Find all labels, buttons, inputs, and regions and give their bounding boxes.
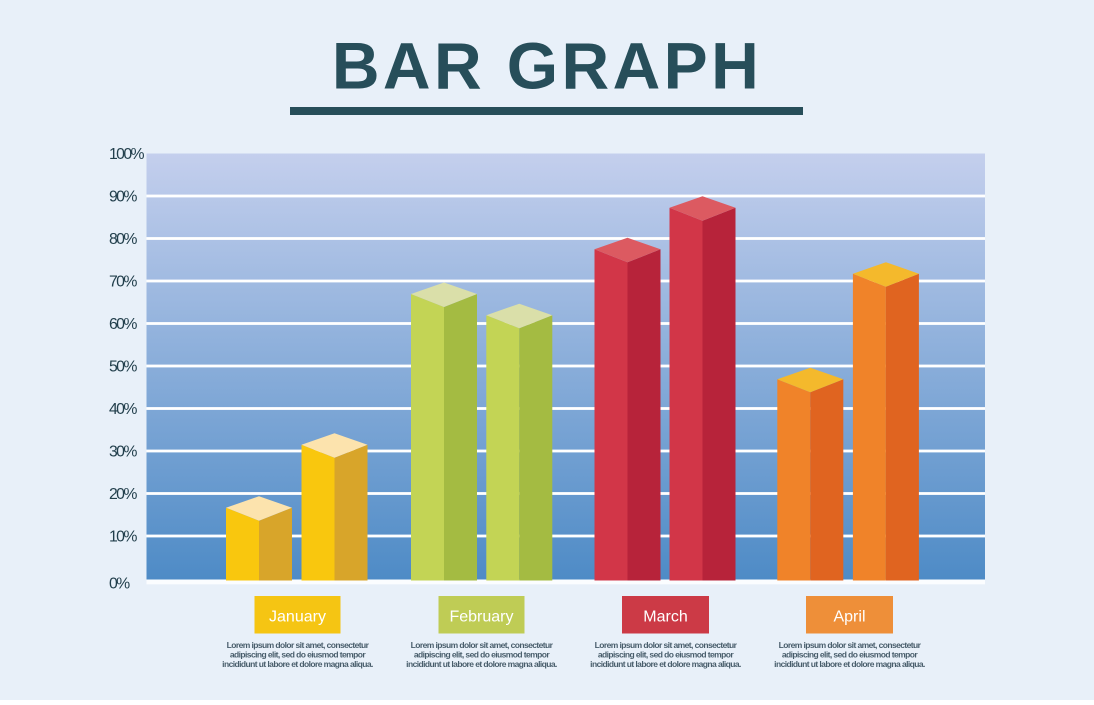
- svg-text:40%: 40%: [109, 401, 137, 418]
- svg-text:80%: 80%: [109, 231, 137, 248]
- svg-text:10%: 10%: [109, 529, 137, 546]
- svg-text:30%: 30%: [109, 444, 137, 461]
- svg-text:0%: 0%: [109, 576, 130, 593]
- svg-text:Lorem ipsum dolor sit amet, co: Lorem ipsum dolor sit amet, consectetur: [595, 640, 738, 650]
- svg-text:incididunt ut labore et dolore: incididunt ut labore et dolore magna ali…: [590, 659, 741, 669]
- svg-text:incididunt ut labore et dolore: incididunt ut labore et dolore magna ali…: [406, 659, 557, 669]
- svg-text:incididunt ut labore et dolore: incididunt ut labore et dolore magna ali…: [222, 659, 373, 669]
- svg-text:70%: 70%: [109, 274, 137, 291]
- svg-text:Lorem ipsum dolor sit amet, co: Lorem ipsum dolor sit amet, consectetur: [779, 640, 922, 650]
- svg-text:50%: 50%: [109, 359, 137, 376]
- svg-text:April: April: [833, 609, 865, 626]
- svg-text:Lorem ipsum dolor sit amet, co: Lorem ipsum dolor sit amet, consectetur: [411, 640, 554, 650]
- svg-text:incididunt ut labore et dolore: incididunt ut labore et dolore magna ali…: [774, 659, 925, 669]
- svg-text:100%: 100%: [109, 146, 145, 163]
- svg-text:adipiscing elit, sed do eiusmo: adipiscing elit, sed do eiusmod tempor: [414, 650, 551, 660]
- svg-text:90%: 90%: [109, 189, 137, 206]
- svg-text:January: January: [269, 609, 326, 626]
- svg-text:Lorem ipsum dolor sit amet, co: Lorem ipsum dolor sit amet, consectetur: [227, 640, 370, 650]
- svg-text:BAR GRAPH: BAR GRAPH: [332, 29, 762, 103]
- svg-text:60%: 60%: [109, 316, 137, 333]
- svg-text:adipiscing elit, sed do eiusmo: adipiscing elit, sed do eiusmod tempor: [598, 650, 735, 660]
- svg-text:20%: 20%: [109, 486, 137, 503]
- svg-text:adipiscing elit, sed do eiusmo: adipiscing elit, sed do eiusmod tempor: [230, 650, 367, 660]
- svg-text:March: March: [643, 609, 687, 626]
- svg-text:adipiscing elit, sed do eiusmo: adipiscing elit, sed do eiusmod tempor: [782, 650, 919, 660]
- svg-text:February: February: [449, 609, 513, 626]
